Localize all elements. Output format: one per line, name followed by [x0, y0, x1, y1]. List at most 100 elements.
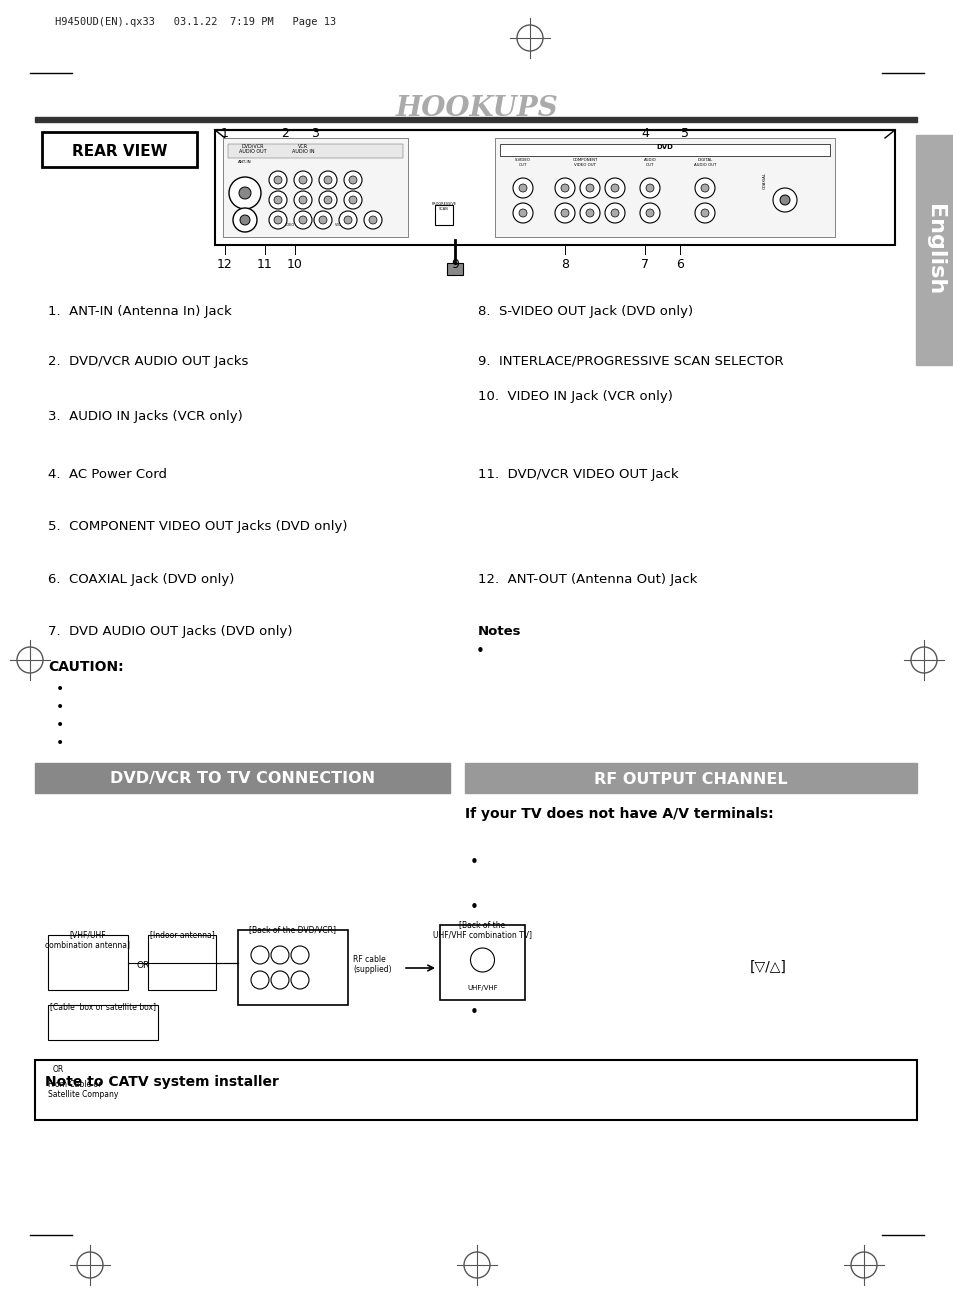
Circle shape — [344, 191, 361, 209]
Bar — [42, 132, 196, 167]
Circle shape — [269, 191, 287, 209]
Circle shape — [513, 178, 533, 199]
Bar — [214, 131, 894, 246]
Circle shape — [604, 202, 624, 223]
Circle shape — [229, 178, 261, 209]
Text: HOOKUPS: HOOKUPS — [395, 95, 558, 121]
Text: English: English — [924, 204, 944, 295]
Text: •: • — [470, 855, 478, 870]
Text: From Cable or
Satellite Company: From Cable or Satellite Company — [48, 1080, 118, 1100]
Text: CAUTION:: CAUTION: — [48, 660, 124, 674]
Text: 6: 6 — [676, 259, 683, 272]
Text: 7.  DVD AUDIO OUT Jacks (DVD only): 7. DVD AUDIO OUT Jacks (DVD only) — [48, 626, 293, 639]
Circle shape — [579, 202, 599, 223]
Text: VCR: VCR — [297, 144, 308, 149]
Circle shape — [314, 212, 332, 229]
Text: 8: 8 — [560, 259, 568, 272]
Circle shape — [555, 202, 575, 223]
Text: 10: 10 — [287, 259, 303, 272]
Bar — [435, 205, 453, 225]
Text: REAR VIEW: REAR VIEW — [71, 144, 167, 159]
Circle shape — [513, 202, 533, 223]
Bar — [35, 118, 916, 121]
Circle shape — [338, 212, 356, 229]
Text: ANT-IN: ANT-IN — [238, 161, 252, 165]
Circle shape — [585, 184, 594, 192]
Text: 3: 3 — [311, 127, 318, 140]
Circle shape — [579, 178, 599, 199]
Bar — [495, 138, 834, 236]
Bar — [915, 135, 953, 364]
Circle shape — [239, 187, 251, 199]
Text: 9: 9 — [451, 259, 458, 272]
Text: If your TV does not have A/V terminals:: If your TV does not have A/V terminals: — [464, 807, 773, 821]
Circle shape — [639, 202, 659, 223]
Text: •: • — [476, 644, 484, 660]
Text: 4.  AC Power Cord: 4. AC Power Cord — [48, 468, 167, 481]
Text: DVD/VCR TO TV CONNECTION: DVD/VCR TO TV CONNECTION — [110, 772, 375, 786]
Circle shape — [294, 191, 312, 209]
Text: 10.  VIDEO IN Jack (VCR only): 10. VIDEO IN Jack (VCR only) — [477, 390, 672, 404]
Circle shape — [324, 196, 332, 204]
Bar — [223, 138, 408, 236]
Text: 1.  ANT-IN (Antenna In) Jack: 1. ANT-IN (Antenna In) Jack — [48, 306, 232, 317]
Circle shape — [700, 184, 708, 192]
Bar — [48, 935, 128, 990]
Circle shape — [324, 176, 332, 184]
Circle shape — [344, 171, 361, 189]
Text: •: • — [470, 900, 478, 916]
Circle shape — [700, 209, 708, 217]
Text: 11: 11 — [257, 259, 273, 272]
Text: H9450UD(EN).qx33   03.1.22  7:19 PM   Page 13: H9450UD(EN).qx33 03.1.22 7:19 PM Page 13 — [55, 17, 335, 27]
Circle shape — [695, 202, 714, 223]
Text: •: • — [56, 737, 64, 750]
Text: COAXIAL: COAXIAL — [762, 172, 766, 189]
Circle shape — [271, 946, 289, 964]
Text: PROGRESSIVE
SCAN: PROGRESSIVE SCAN — [431, 202, 456, 212]
Text: AUDIO
OUT: AUDIO OUT — [643, 158, 656, 167]
Circle shape — [318, 171, 336, 189]
Text: AUDIO IN: AUDIO IN — [292, 149, 314, 154]
Text: [Back of the DVD/VCR]: [Back of the DVD/VCR] — [250, 925, 336, 934]
Text: OR: OR — [136, 960, 150, 969]
Text: DIGITAL
AUDIO OUT: DIGITAL AUDIO OUT — [693, 158, 716, 167]
Text: 11.  DVD/VCR VIDEO OUT Jack: 11. DVD/VCR VIDEO OUT Jack — [477, 468, 678, 481]
Text: 1: 1 — [221, 127, 229, 140]
Bar — [439, 925, 524, 1000]
Text: UHF/VHF: UHF/VHF — [467, 985, 497, 991]
Circle shape — [772, 188, 796, 212]
Text: S-VIDEO
OUT: S-VIDEO OUT — [515, 158, 531, 167]
Circle shape — [318, 215, 327, 225]
Circle shape — [364, 212, 381, 229]
Text: •: • — [56, 718, 64, 731]
Circle shape — [240, 215, 250, 225]
Circle shape — [271, 970, 289, 989]
Circle shape — [269, 171, 287, 189]
Text: RF cable
(supplied): RF cable (supplied) — [353, 955, 392, 974]
Circle shape — [518, 184, 526, 192]
Circle shape — [470, 948, 494, 972]
Bar — [35, 763, 450, 793]
Text: [Cable  box or satellite box]: [Cable box or satellite box] — [50, 1002, 156, 1011]
Text: •: • — [470, 1006, 478, 1020]
Circle shape — [318, 191, 336, 209]
Bar — [35, 1060, 916, 1121]
Text: ANT OUT: ANT OUT — [237, 223, 253, 227]
Text: OR: OR — [52, 1064, 64, 1074]
Circle shape — [555, 178, 575, 199]
Circle shape — [518, 209, 526, 217]
Circle shape — [298, 215, 307, 225]
Text: [Back of the
UHF/VHF combination TV]: [Back of the UHF/VHF combination TV] — [433, 919, 532, 939]
Circle shape — [645, 209, 654, 217]
Bar — [447, 263, 462, 276]
Text: DVD: DVD — [656, 144, 673, 150]
Circle shape — [344, 215, 352, 225]
Text: VIDEO OUT: VIDEO OUT — [283, 223, 302, 227]
Circle shape — [274, 196, 282, 204]
Text: 2.  DVD/VCR AUDIO OUT Jacks: 2. DVD/VCR AUDIO OUT Jacks — [48, 355, 248, 368]
Bar — [48, 1006, 158, 1040]
Circle shape — [294, 171, 312, 189]
Text: 4: 4 — [640, 127, 648, 140]
Text: [VHF/UHF
combination antenna]: [VHF/UHF combination antenna] — [46, 930, 131, 949]
Circle shape — [645, 184, 654, 192]
